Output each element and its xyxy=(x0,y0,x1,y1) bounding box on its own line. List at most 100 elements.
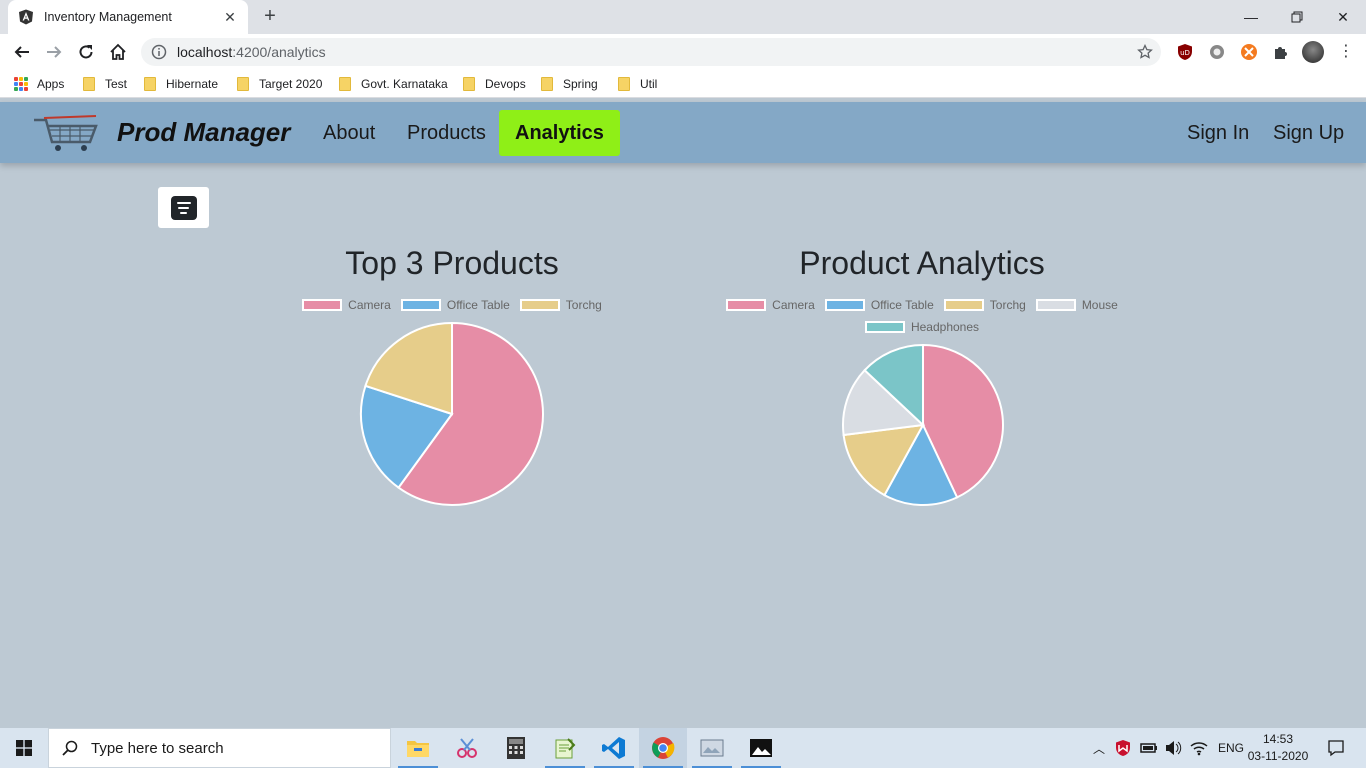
profile-avatar[interactable] xyxy=(1302,41,1324,63)
pie-chart-top-products[interactable] xyxy=(359,321,545,507)
bookmark-hibernate[interactable]: Hibernate xyxy=(144,75,218,93)
bookmark-target-2020[interactable]: Target 2020 xyxy=(237,75,322,93)
folder-icon xyxy=(541,77,553,91)
clock-date: 03-11-2020 xyxy=(1247,749,1309,763)
photos-icon[interactable] xyxy=(737,728,785,768)
back-icon[interactable] xyxy=(10,40,34,64)
chart-legend-top-products: Camera Office Table Torchg xyxy=(252,294,652,316)
nav-analytics[interactable]: Analytics xyxy=(499,110,620,156)
extension-orange-icon[interactable] xyxy=(1240,43,1258,61)
legend-label: Torchg xyxy=(565,298,602,312)
close-tab-icon[interactable]: ✕ xyxy=(224,8,236,25)
pie-slice-office-table[interactable] xyxy=(883,422,959,506)
legend-item[interactable]: Camera xyxy=(726,294,815,316)
chart-title-top-products: Top 3 Products xyxy=(345,245,559,281)
new-tab-icon[interactable]: + xyxy=(264,5,276,27)
file-explorer-icon[interactable] xyxy=(394,728,442,768)
legend-label: Torchg xyxy=(989,298,1026,312)
shopping-cart-logo-icon[interactable] xyxy=(26,112,102,154)
pie-slice-camera[interactable] xyxy=(397,321,544,506)
start-button[interactable] xyxy=(0,728,48,768)
legend-swatch xyxy=(519,299,560,311)
browser-tab[interactable]: Inventory Management ✕ xyxy=(8,0,248,34)
bookmark-spring[interactable]: Spring xyxy=(541,75,598,93)
svg-text:uD: uD xyxy=(1180,49,1190,57)
bookmark-util[interactable]: Util xyxy=(618,75,657,93)
legend-item[interactable]: Office Table xyxy=(824,294,934,316)
mcafee-shield-icon[interactable] xyxy=(1114,739,1132,757)
battery-icon[interactable] xyxy=(1140,741,1158,755)
taskbar-clock[interactable]: 14:53 03-11-2020 xyxy=(1244,731,1312,765)
forward-icon[interactable] xyxy=(42,40,66,64)
pie-chart-product-analytics[interactable] xyxy=(841,343,1005,507)
legend-swatch xyxy=(1035,299,1076,311)
legend-label: Headphones xyxy=(910,320,980,334)
restore-icon[interactable] xyxy=(1274,0,1320,34)
search-placeholder: Type here to search xyxy=(91,739,224,757)
legend-swatch xyxy=(302,299,343,311)
pie-slice-office-table[interactable] xyxy=(360,384,454,490)
calculator-icon[interactable] xyxy=(492,728,540,768)
home-icon[interactable] xyxy=(106,40,130,64)
nav-sign-in[interactable]: Sign In xyxy=(1187,122,1250,144)
bookmark-star-icon[interactable] xyxy=(1137,44,1153,60)
legend-item[interactable]: Mouse xyxy=(1035,294,1118,316)
url-text: localhost:4200/analytics xyxy=(177,44,326,60)
pie-slice-torchg[interactable] xyxy=(842,423,925,497)
image-viewer-icon[interactable] xyxy=(688,728,736,768)
pie-slice-mouse[interactable] xyxy=(842,368,926,437)
legend-label: Camera xyxy=(348,298,391,312)
wifi-icon[interactable] xyxy=(1190,740,1208,756)
legend-swatch xyxy=(400,299,441,311)
legend-swatch xyxy=(726,299,767,311)
extension-circle-icon[interactable] xyxy=(1208,43,1226,61)
tray-overflow-chevron-icon[interactable]: ︿ xyxy=(1092,741,1105,756)
bookmark-test[interactable]: Test xyxy=(83,75,127,93)
bookmark-devops[interactable]: Devops xyxy=(463,75,526,93)
bookmarks-bar: Apps Test Hibernate Target 2020 Govt. Ka… xyxy=(0,70,1366,98)
legend-swatch xyxy=(864,321,905,333)
input-language[interactable]: ENG xyxy=(1218,741,1245,755)
angular-icon xyxy=(19,9,33,25)
legend-item[interactable]: Camera xyxy=(302,294,391,316)
legend-item[interactable]: Torchg xyxy=(943,294,1026,316)
filter-toggle-button[interactable] xyxy=(158,187,209,228)
bookmark-apps[interactable]: Apps xyxy=(14,75,64,93)
info-icon[interactable] xyxy=(151,44,167,60)
notifications-icon[interactable] xyxy=(1316,728,1356,768)
chart-legend-product-analytics: Camera Office Table Torchg Mouse Headphones xyxy=(700,294,1144,338)
pie-slice-torchg[interactable] xyxy=(364,321,453,416)
brand-title[interactable]: Prod Manager xyxy=(117,117,291,147)
legend-item[interactable]: Office Table xyxy=(400,294,510,316)
browser-tabstrip: Inventory Management ✕ + — ✕ xyxy=(0,0,1366,34)
nav-about[interactable]: About xyxy=(323,122,376,144)
folder-icon xyxy=(339,77,351,91)
legend-label: Mouse xyxy=(1081,298,1118,312)
chrome-icon[interactable] xyxy=(639,728,687,768)
windows-taskbar: Type here to search ︿ ENG 14:53 03-11-20… xyxy=(0,728,1366,768)
legend-label: Camera xyxy=(772,298,815,312)
reload-icon[interactable] xyxy=(74,40,98,64)
pie-slice-camera[interactable] xyxy=(922,343,1004,499)
nav-products[interactable]: Products xyxy=(407,122,486,144)
app-navbar: Prod Manager About Products Analytics Si… xyxy=(0,102,1366,163)
minimize-icon[interactable]: — xyxy=(1244,9,1258,25)
volume-icon[interactable] xyxy=(1164,740,1182,756)
folder-icon xyxy=(144,77,156,91)
folder-icon xyxy=(237,77,249,91)
vscode-icon[interactable] xyxy=(590,728,638,768)
pie-slice-headphones[interactable] xyxy=(863,343,924,428)
address-bar[interactable]: localhost:4200/analytics xyxy=(141,38,1161,66)
legend-item[interactable]: Torchg xyxy=(519,294,602,316)
legend-swatch xyxy=(943,299,984,311)
notepad-plus-plus-icon[interactable] xyxy=(541,728,589,768)
snipping-tool-icon[interactable] xyxy=(443,728,491,768)
nav-sign-up[interactable]: Sign Up xyxy=(1273,122,1345,144)
ublock-icon[interactable]: uD xyxy=(1176,43,1194,61)
extensions-puzzle-icon[interactable] xyxy=(1272,43,1290,61)
bookmark-govt-karnataka[interactable]: Govt. Karnataka xyxy=(339,75,448,93)
taskbar-search-box[interactable]: Type here to search xyxy=(48,728,391,768)
close-window-icon[interactable]: ✕ xyxy=(1337,8,1349,25)
legend-item[interactable]: Headphones xyxy=(864,316,980,338)
menu-kebab-icon[interactable]: ⋮ xyxy=(1338,43,1354,60)
